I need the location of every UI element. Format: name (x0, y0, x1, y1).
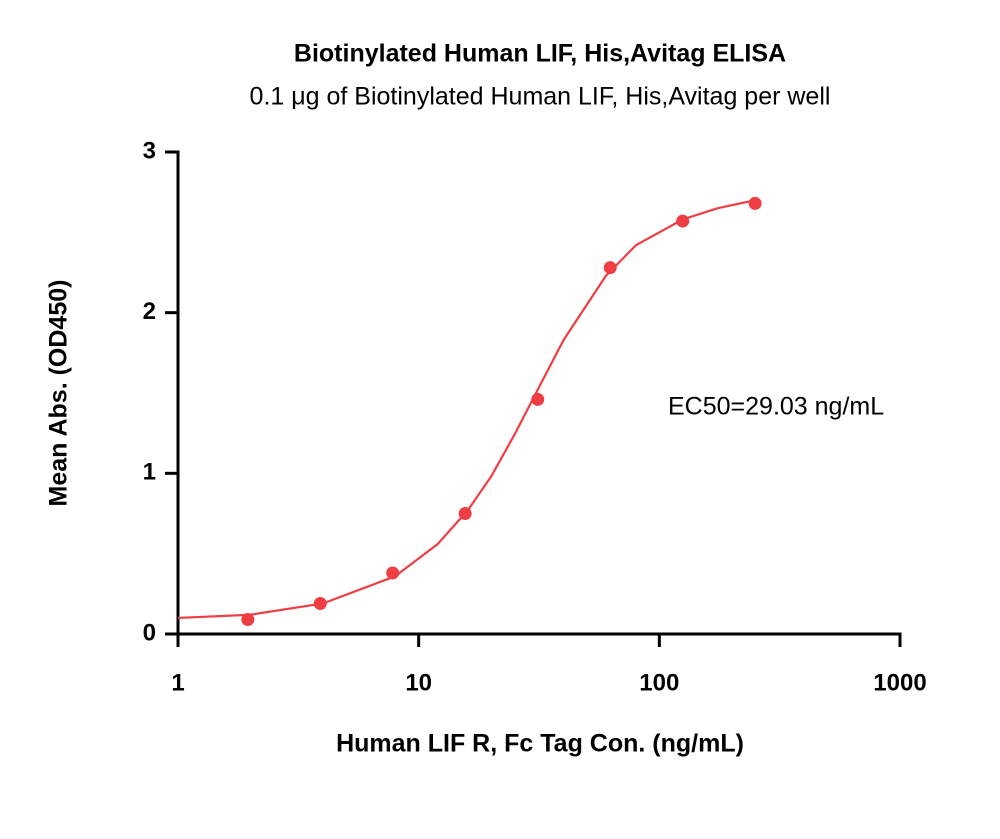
data-point (313, 596, 327, 610)
x-axis-label: Human LIF R, Fc Tag Con. (ng/mL) (336, 730, 744, 758)
data-point (676, 214, 690, 228)
data-point (603, 261, 617, 275)
data-point (458, 507, 472, 520)
y-tick-label: 1 (143, 459, 156, 486)
y-tick-label: 0 (143, 619, 156, 646)
fit-curve (177, 199, 756, 620)
x-tick-label: 1000 (873, 669, 926, 696)
y-tick-label: 3 (143, 137, 156, 164)
y-axis-label: Mean Abs. (OD450) (45, 280, 73, 507)
x-tick-label: 10 (405, 669, 432, 696)
chart-title: Biotinylated Human LIF, His,Avitag ELISA (294, 40, 786, 68)
data-point (531, 392, 545, 406)
x-tick-label: 100 (639, 669, 679, 696)
x-tick-label: 1 (171, 669, 184, 696)
y-tick-label: 2 (143, 298, 156, 325)
data-point (748, 196, 762, 210)
annotation: EC50=29.03 ng/mL (668, 393, 884, 421)
data-point (386, 566, 400, 580)
chart-subtitle: 0.1 μg of Biotinylated Human LIF, His,Av… (250, 83, 831, 111)
data-point (241, 613, 255, 627)
